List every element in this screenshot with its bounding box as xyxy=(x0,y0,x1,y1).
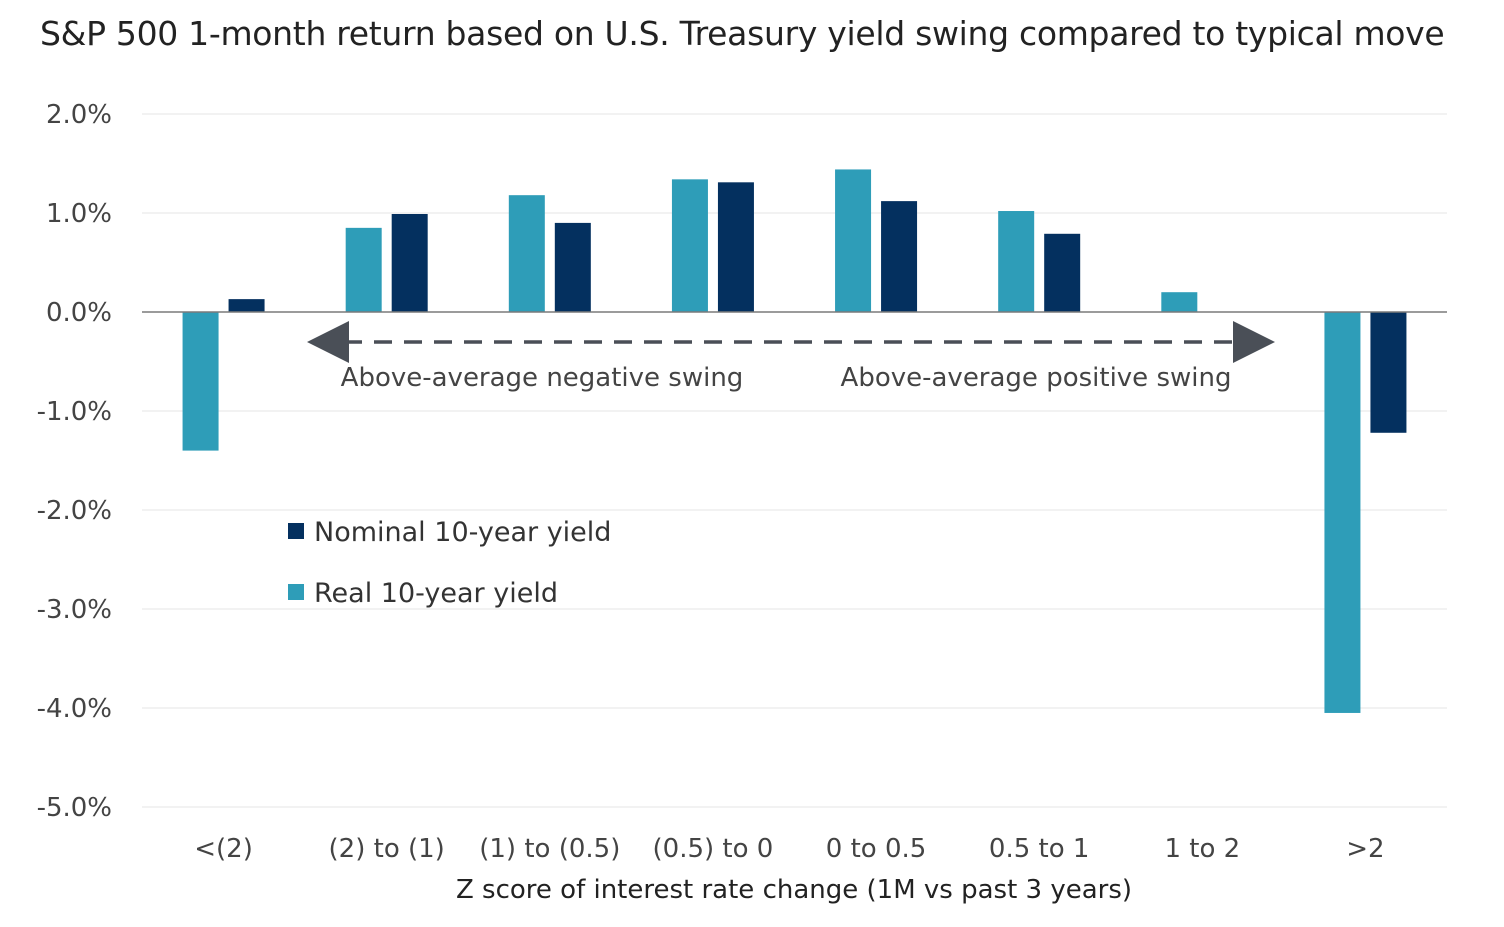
gridlines xyxy=(142,113,1447,808)
bars xyxy=(182,169,1407,713)
y-tick-label: -5.0% xyxy=(37,793,112,823)
x-axis-category-labels: <(2) (2) to (1) (1) to (0.5) (0.5) to 0 0 to… xyxy=(194,834,1384,864)
y-tick-label: -2.0% xyxy=(37,496,112,526)
bar-nominal-3 xyxy=(717,182,754,312)
bar-real-3 xyxy=(671,179,708,312)
legend-label-nominal: Nominal 10-year yield xyxy=(314,517,611,548)
bar-real-5 xyxy=(998,211,1035,312)
y-tick-label: 2.0% xyxy=(46,100,112,130)
bar-nominal-5 xyxy=(1044,233,1081,312)
bar-nominal-4 xyxy=(881,201,918,312)
x-axis-title: Z score of interest rate change (1M vs p… xyxy=(456,875,1132,905)
bar-real-1 xyxy=(345,227,382,312)
bar-nominal-1 xyxy=(391,213,428,312)
bar-real-0 xyxy=(182,312,219,451)
bar-real-4 xyxy=(835,169,872,312)
bar-nominal-2 xyxy=(554,222,591,312)
x-category-label: >2 xyxy=(1346,834,1384,864)
x-category-label: 1 to 2 xyxy=(1164,834,1240,864)
x-category-label: 0 to 0.5 xyxy=(826,834,927,864)
bar-nominal-0 xyxy=(228,299,265,312)
legend-swatch-real xyxy=(288,584,304,600)
bar-real-7 xyxy=(1324,312,1361,713)
annotation-negative-swing: Above-average negative swing xyxy=(341,363,744,393)
bar-real-2 xyxy=(508,195,545,312)
y-tick-label: 0.0% xyxy=(46,298,112,328)
y-axis-tick-labels: 2.0% 1.0% 0.0% -1.0% -2.0% -3.0% -4.0% -5.0% xyxy=(37,100,112,823)
legend: Nominal 10-year yield Real 10-year yield xyxy=(288,517,611,609)
y-tick-label: -3.0% xyxy=(37,595,112,625)
y-tick-label: -1.0% xyxy=(37,397,112,427)
annotation-positive-swing: Above-average positive swing xyxy=(841,363,1232,393)
x-category-label: (2) to (1) xyxy=(329,834,445,864)
x-category-label: (1) to (0.5) xyxy=(479,834,620,864)
y-tick-label: 1.0% xyxy=(46,199,112,229)
x-category-label: (0.5) to 0 xyxy=(653,834,774,864)
x-category-label: <(2) xyxy=(194,834,253,864)
legend-label-real: Real 10-year yield xyxy=(314,578,558,609)
y-tick-label: -4.0% xyxy=(37,694,112,724)
legend-swatch-nominal xyxy=(288,523,304,539)
chart-title: S&P 500 1-month return based on U.S. Tre… xyxy=(40,14,1445,53)
x-category-label: 0.5 to 1 xyxy=(989,834,1090,864)
bar-real-6 xyxy=(1161,292,1198,312)
bar-nominal-7 xyxy=(1370,312,1407,433)
